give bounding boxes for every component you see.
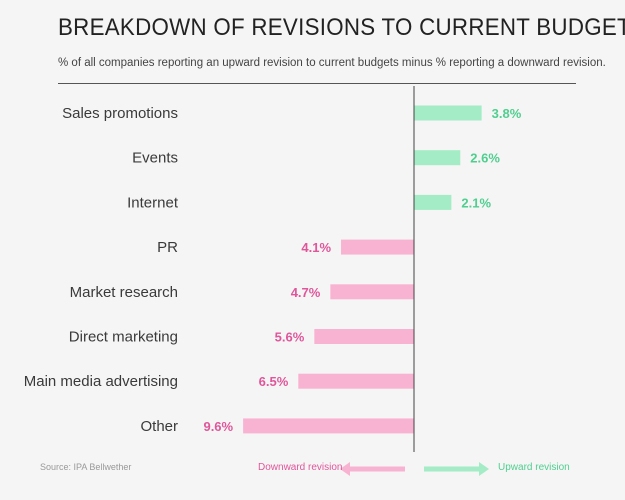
bar-market-research — [330, 284, 414, 300]
value-label: 2.6% — [470, 151, 500, 166]
bar-sales-promotions — [414, 105, 482, 121]
chart-subtitle: % of all companies reporting an upward r… — [58, 57, 606, 69]
bar-events — [414, 150, 461, 166]
value-label: 3.8% — [492, 106, 522, 121]
value-label: 6.5% — [259, 374, 289, 389]
value-label: 2.1% — [461, 195, 491, 210]
bar-pr — [341, 239, 414, 255]
legend-upward-arrowhead — [479, 462, 489, 476]
category-label: Main media advertising — [24, 373, 178, 390]
bar-main-media-advertising — [298, 373, 414, 389]
source-note: Source: IPA Bellwether — [40, 462, 132, 472]
legend-upward-label: Upward revision — [498, 462, 570, 473]
category-label: Sales promotions — [62, 105, 178, 122]
category-label: Direct marketing — [69, 329, 178, 346]
value-label: 4.1% — [301, 240, 331, 255]
chart-title: BREAKDOWN OF REVISIONS TO CURRENT BUDGET… — [58, 14, 625, 41]
category-label: Internet — [127, 194, 179, 211]
value-label: 4.7% — [291, 285, 321, 300]
legend-downward-label: Downward revision — [258, 462, 343, 473]
category-label: PR — [157, 239, 178, 256]
category-label: Events — [132, 150, 178, 167]
bar-other — [243, 418, 414, 434]
legend-downward-arrowhead — [340, 462, 350, 476]
category-label: Other — [140, 418, 178, 435]
bar-internet — [414, 194, 452, 210]
value-label: 9.6% — [203, 419, 233, 434]
value-label: 5.6% — [275, 330, 305, 345]
title-divider — [58, 83, 576, 84]
bar-direct-marketing — [314, 329, 414, 344]
category-label: Market research — [70, 284, 178, 301]
